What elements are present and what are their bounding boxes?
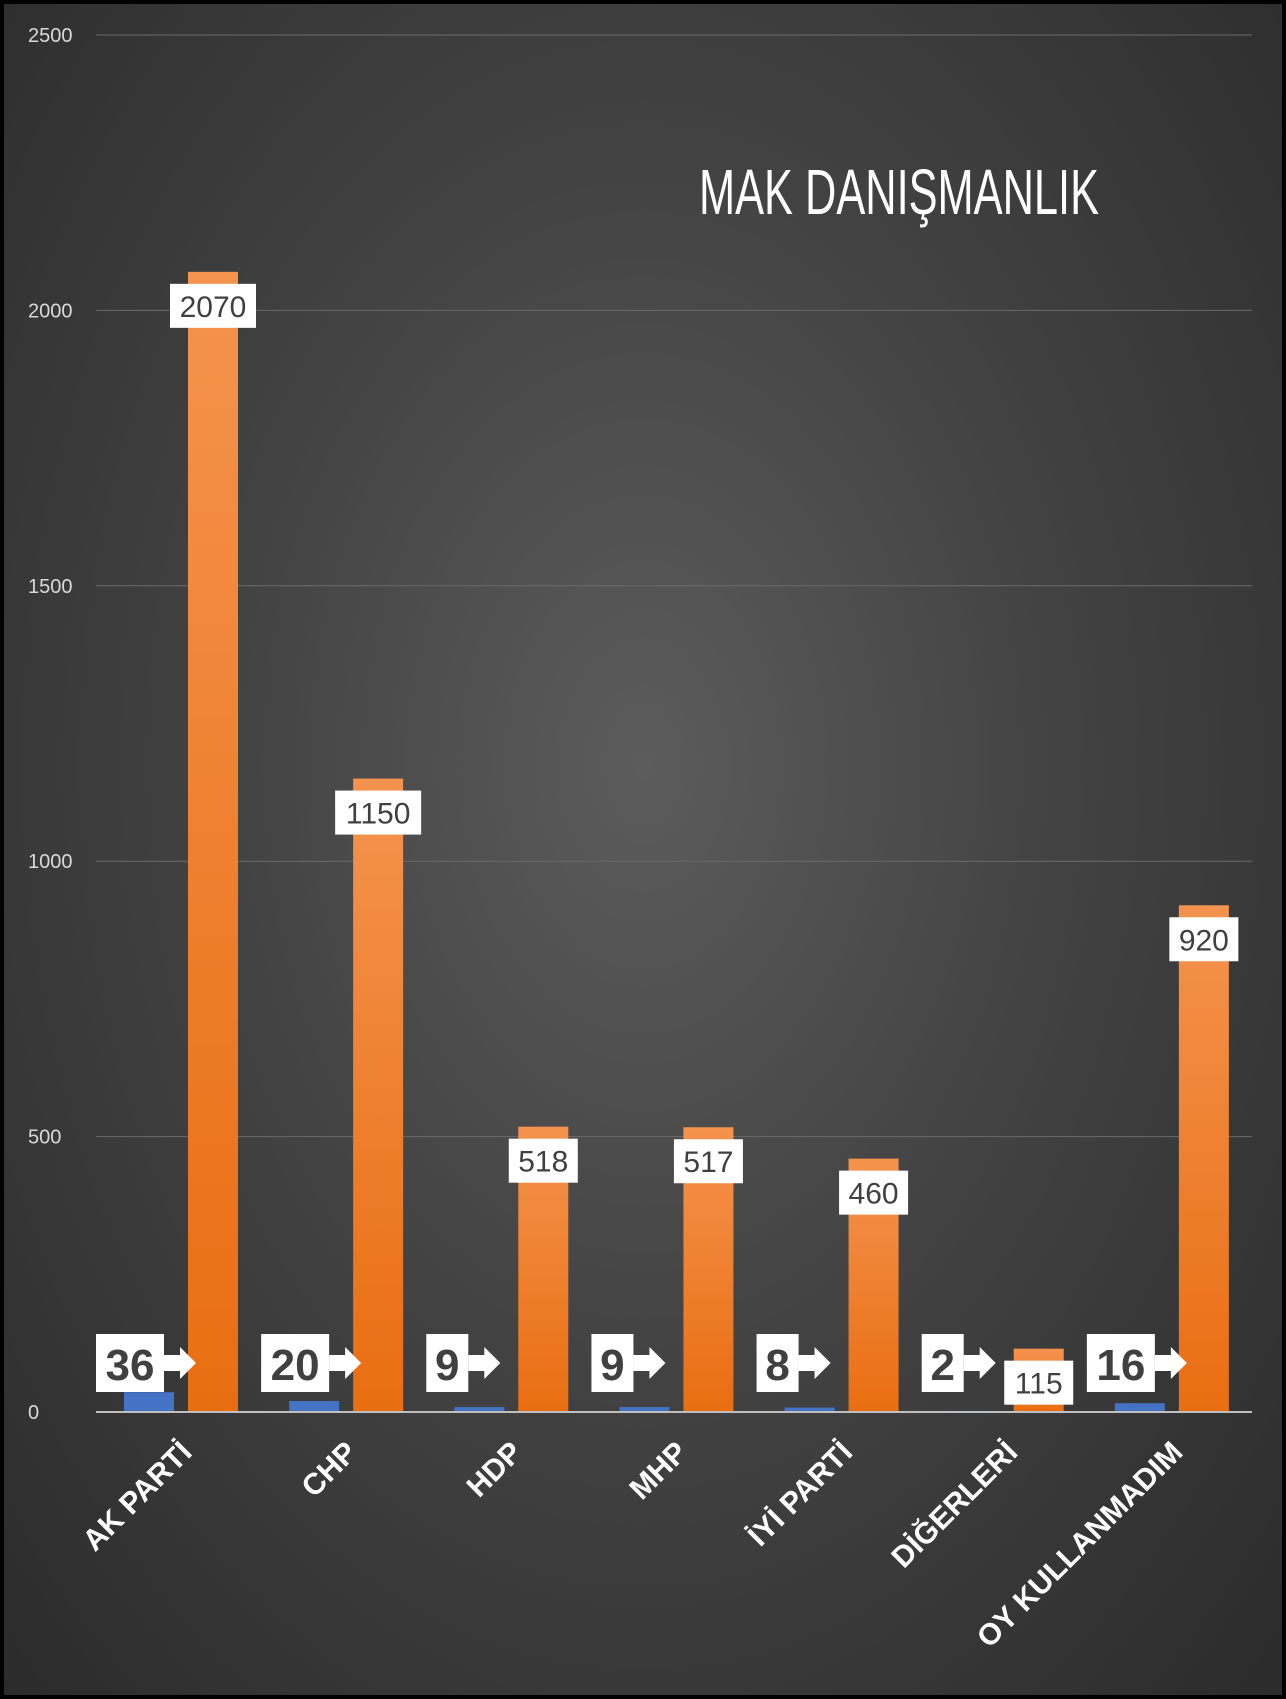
data-label-box: [96, 1334, 164, 1392]
arrow-right-icon: [963, 1347, 996, 1379]
watermark-text: MAK DANIŞMANLIK: [699, 156, 1099, 228]
arrow-right-icon: [164, 1347, 196, 1379]
arrow-right-icon: [1154, 1347, 1187, 1379]
arrow-right-icon: [633, 1347, 666, 1379]
data-label-series-2: 115: [1015, 1368, 1063, 1401]
data-label-series-2: 1150: [346, 798, 411, 831]
bar-series-1: [454, 1407, 505, 1412]
data-label-box: [756, 1334, 799, 1392]
bar-series-1: [124, 1392, 174, 1412]
data-label-series-2: 2070: [180, 291, 247, 324]
data-label-box: [426, 1334, 469, 1392]
x-category-label: CHP: [296, 1436, 364, 1504]
data-label-series-1: 9: [600, 1341, 624, 1390]
data-label-series-2: 518: [518, 1146, 568, 1179]
data-label-series-1: 36: [106, 1341, 155, 1390]
data-label-box: [335, 790, 422, 835]
data-label-box: [673, 1139, 743, 1184]
bar-series-1: [289, 1400, 340, 1412]
data-label-series-2: 920: [1179, 924, 1229, 957]
x-category-label: İYİ PARTİ: [742, 1436, 859, 1553]
bar-series-1: [784, 1407, 835, 1412]
arrow-right-icon: [798, 1347, 831, 1379]
y-tick-label: 0: [28, 1402, 39, 1424]
y-tick-label: 500: [28, 1127, 61, 1149]
x-category-label: HDP: [461, 1436, 529, 1504]
data-label-box: [921, 1334, 964, 1392]
data-label-series-1: 16: [1096, 1341, 1145, 1390]
bar-series-2: [1178, 905, 1229, 1412]
data-label-box: [839, 1170, 909, 1215]
y-tick-label: 2500: [28, 25, 73, 47]
data-label-series-1: 9: [435, 1341, 459, 1390]
y-tick-label: 1000: [28, 851, 73, 873]
bar-chart: 2070 36 1150 20 518 9 517 9 460 8 115 2 920 16 0 500 10…: [28, 25, 1252, 1654]
data-label-series-1: 2: [930, 1341, 954, 1390]
x-category-label: MHP: [623, 1436, 693, 1506]
x-category-label: DİĞERLERİ: [885, 1435, 1025, 1575]
data-label-box: [591, 1334, 634, 1392]
arrow-right-icon: [329, 1347, 362, 1379]
data-label-box: [170, 283, 256, 328]
data-label-box: [508, 1138, 578, 1183]
data-label-series-1: 8: [765, 1341, 789, 1390]
x-category-label: AK PARTİ: [77, 1436, 199, 1558]
arrow-right-icon: [468, 1347, 501, 1379]
bar-series-1: [1114, 1403, 1165, 1412]
data-label-box: [1169, 917, 1239, 962]
bar-series-1: [619, 1407, 670, 1412]
data-label-box: [261, 1334, 330, 1392]
data-label-series-2: 460: [849, 1178, 899, 1211]
y-tick-label: 1500: [28, 576, 73, 598]
bar-series-2: [353, 778, 404, 1412]
data-label-box: [1004, 1360, 1074, 1405]
data-label-box: [1086, 1334, 1155, 1392]
data-label-series-1: 20: [271, 1341, 320, 1390]
bar-series-2: [188, 271, 238, 1412]
y-tick-label: 2000: [28, 300, 73, 322]
data-label-series-2: 517: [683, 1146, 733, 1179]
